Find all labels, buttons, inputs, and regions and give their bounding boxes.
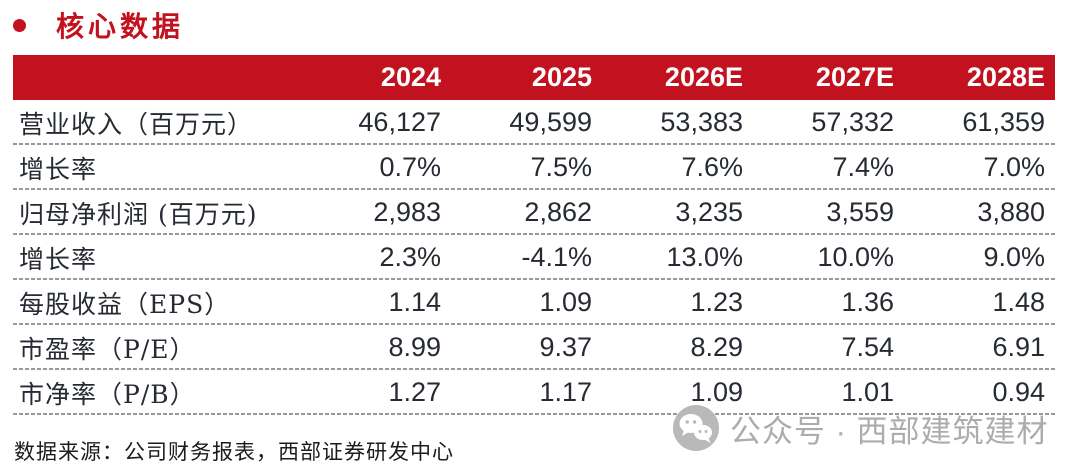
header-cell-2026e: 2026E (664, 62, 743, 92)
cell-value: 1.36 (841, 287, 894, 317)
header-cell-2028e: 2028E (966, 62, 1045, 92)
row-label: 归母净利润 (百万元) (19, 199, 258, 229)
cell-value: -4.1% (521, 242, 592, 272)
row-label: 市盈率（P/E） (19, 334, 196, 364)
cell-value: 1.17 (539, 377, 592, 407)
cell-value: 49,599 (509, 107, 592, 137)
header-cell-2024: 2024 (380, 62, 441, 92)
row-label: 营业收入（百万元） (19, 109, 254, 139)
financial-summary-table: 2024 2025 2026E 2027E 2028E 营业收入（百万元） 46… (13, 55, 1055, 415)
cell-value: 1.01 (841, 377, 894, 407)
row-label: 每股收益（EPS） (19, 289, 231, 319)
cell-value: 3,559 (826, 197, 894, 227)
cell-value: 7.6% (681, 152, 743, 182)
table-row-pe: 市盈率（P/E） 8.99 9.37 8.29 7.54 6.91 (13, 325, 1055, 370)
table-row-profit-growth: 增长率 2.3% -4.1% 13.0% 10.0% 9.0% (13, 235, 1055, 280)
header-cell-2027e: 2027E (815, 62, 894, 92)
row-label: 增长率 (19, 244, 98, 274)
watermark: 公众号 · 西部建筑建材 (672, 404, 1049, 452)
table-row-revenue: 营业收入（百万元） 46,127 49,599 53,383 57,332 61… (13, 100, 1055, 145)
cell-value: 8.99 (388, 332, 441, 362)
table-row-net-profit: 归母净利润 (百万元) 2,983 2,862 3,235 3,559 3,88… (13, 190, 1055, 235)
cell-value: 7.0% (983, 152, 1045, 182)
table-row-eps: 每股收益（EPS） 1.14 1.09 1.23 1.36 1.48 (13, 280, 1055, 325)
section-title: 核心数据 (56, 10, 185, 43)
cell-value: 10.0% (817, 242, 894, 272)
cell-value: 2,983 (373, 197, 441, 227)
cell-value: 1.09 (690, 377, 743, 407)
cell-value: 0.7% (379, 152, 441, 182)
cell-value: 2,862 (524, 197, 592, 227)
cell-value: 2.3% (379, 242, 441, 272)
cell-value: 57,332 (811, 107, 894, 137)
section-title-row: 核心数据 (13, 6, 184, 44)
cell-value: 13.0% (666, 242, 743, 272)
watermark-text: 公众号 · 西部建筑建材 (730, 413, 1049, 449)
cell-value: 0.94 (992, 377, 1045, 407)
source-note: 数据来源：公司财务报表，西部证券研发中心 (14, 440, 454, 464)
cell-value: 1.27 (388, 377, 441, 407)
table-row-pb: 市净率（P/B） 1.27 1.17 1.09 1.01 0.94 (13, 370, 1055, 415)
table-row-revenue-growth: 增长率 0.7% 7.5% 7.6% 7.4% 7.0% (13, 145, 1055, 190)
bullet-icon (13, 18, 26, 32)
cell-value: 7.5% (530, 152, 592, 182)
cell-value: 7.54 (841, 332, 894, 362)
cell-value: 8.29 (690, 332, 743, 362)
cell-value: 1.23 (690, 287, 743, 317)
header-cell-2025: 2025 (531, 62, 592, 92)
cell-value: 53,383 (660, 107, 743, 137)
cell-value: 6.91 (992, 332, 1045, 362)
cell-value: 1.09 (539, 287, 592, 317)
row-label: 市净率（P/B） (19, 379, 196, 409)
cell-value: 46,127 (358, 107, 441, 137)
wechat-icon (673, 405, 719, 451)
cell-value: 1.14 (388, 287, 441, 317)
cell-value: 61,359 (962, 107, 1045, 137)
cell-value: 3,880 (977, 197, 1045, 227)
cell-value: 7.4% (832, 152, 894, 182)
table-header-row: 2024 2025 2026E 2027E 2028E (13, 55, 1055, 100)
cell-value: 1.48 (992, 287, 1045, 317)
cell-value: 9.0% (983, 242, 1045, 272)
row-label: 增长率 (19, 154, 98, 184)
cell-value: 3,235 (675, 197, 743, 227)
cell-value: 9.37 (539, 332, 592, 362)
